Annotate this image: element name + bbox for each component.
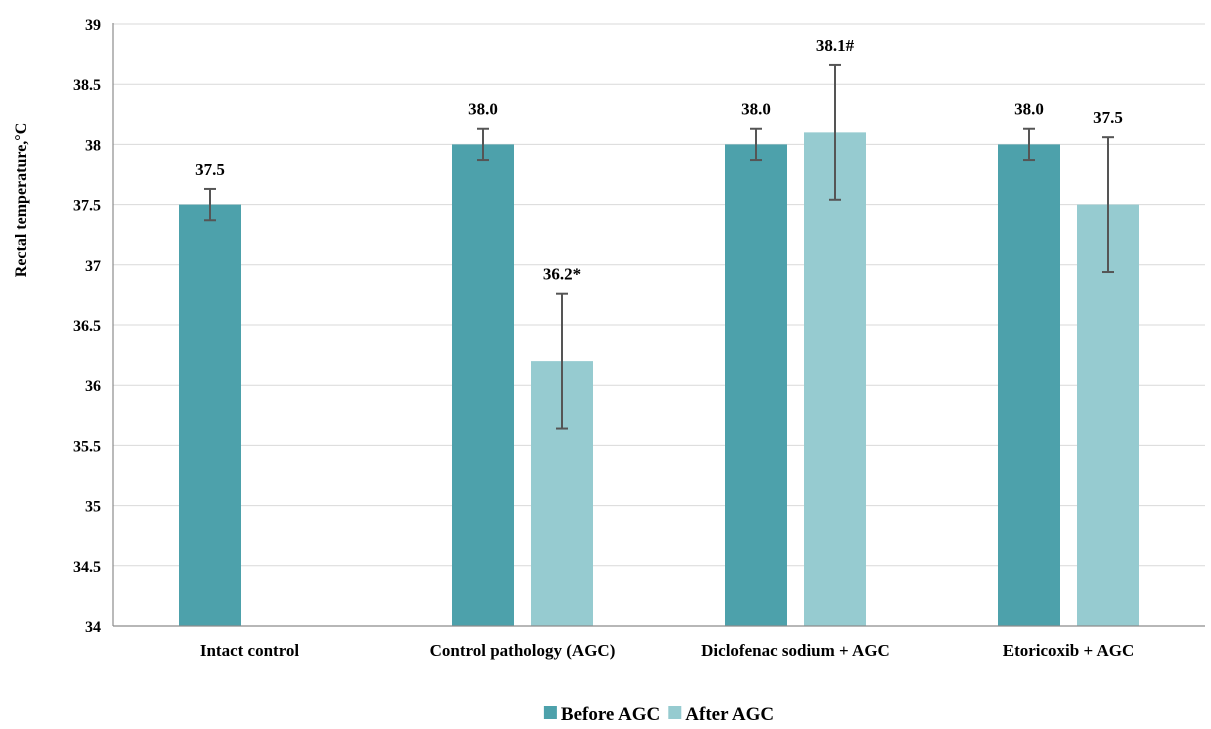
- bars: [179, 132, 1139, 627]
- bar: [179, 204, 241, 626]
- bar: [998, 144, 1060, 626]
- y-tick-label: 37.5: [73, 198, 101, 215]
- x-tick-label: Control pathology (AGC): [430, 641, 616, 660]
- data-labels: 37.5 38.0 36.2* 38.0 38.1# 38.0 37.5: [195, 36, 1123, 284]
- data-label: 37.5: [195, 160, 225, 179]
- error-bars: [204, 63, 1114, 430]
- y-tick-label: 37: [85, 258, 101, 275]
- legend-label: After AGC: [685, 704, 774, 725]
- legend-item: Before AGC: [543, 704, 660, 725]
- bar: [1077, 204, 1139, 626]
- legend: Before AGC After AGC: [543, 704, 774, 725]
- y-tick-label: 38: [85, 137, 101, 154]
- gridlines: [113, 23, 1205, 567]
- data-label: 36.2*: [543, 265, 581, 284]
- legend-swatch: [668, 706, 682, 719]
- data-label: 38.0: [741, 100, 771, 119]
- y-tick-label: 34.5: [73, 559, 101, 576]
- y-tick-label: 34: [85, 619, 101, 636]
- bar: [725, 144, 787, 626]
- bar: [452, 144, 514, 626]
- y-axis-label: Rectal temperature,°C: [13, 123, 30, 277]
- x-tick-label: Etoricoxib + AGC: [1003, 641, 1135, 660]
- y-tick-label: 35.5: [73, 438, 101, 455]
- y-tick-label: 35: [85, 499, 101, 516]
- y-tick-label: 36.5: [73, 318, 101, 335]
- y-tick-label: 36: [85, 378, 101, 395]
- legend-swatch: [543, 706, 557, 719]
- legend-item: After AGC: [668, 704, 774, 725]
- data-label: 38.0: [1014, 100, 1044, 119]
- y-tick-label: 39: [85, 17, 101, 34]
- x-tick-label: Intact control: [200, 641, 300, 660]
- data-label: 38.0: [468, 100, 498, 119]
- y-tick-label: 38.5: [73, 77, 101, 94]
- legend-label: Before AGC: [561, 704, 660, 725]
- x-tick-label: Diclofenac sodium + AGC: [701, 641, 890, 660]
- axes: 34 34.5 35 35.5 36 36.5 37 37.5 38 38.5 39 Intact c…: [73, 17, 1205, 660]
- data-label: 37.5: [1093, 108, 1123, 127]
- bar: [804, 132, 866, 627]
- data-label: 38.1#: [816, 36, 855, 55]
